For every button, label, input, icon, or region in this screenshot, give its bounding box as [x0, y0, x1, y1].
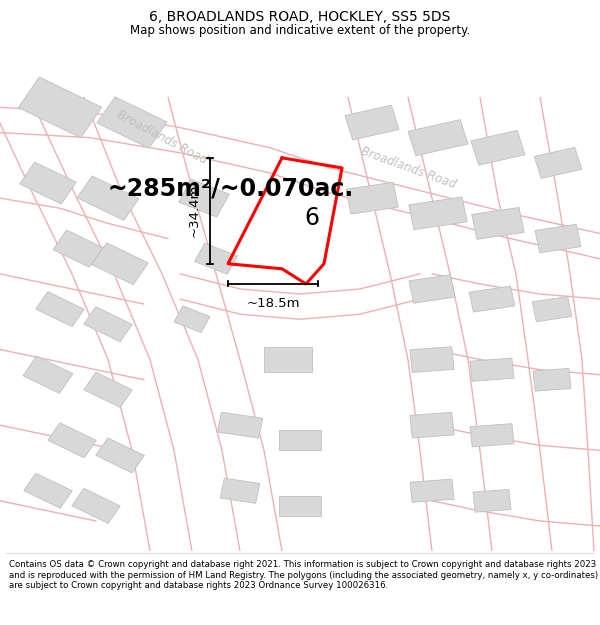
Polygon shape [279, 496, 321, 516]
Polygon shape [470, 358, 514, 381]
Text: ~34.4m: ~34.4m [188, 184, 201, 238]
Polygon shape [532, 297, 572, 322]
Polygon shape [264, 347, 312, 372]
Polygon shape [534, 148, 582, 178]
Polygon shape [217, 412, 263, 438]
Text: Broadlands Road: Broadlands Road [115, 108, 209, 167]
Polygon shape [92, 242, 148, 285]
Polygon shape [72, 488, 120, 523]
Text: Broadlands Road: Broadlands Road [359, 144, 457, 191]
Text: 6, BROADLANDS ROAD, HOCKLEY, SS5 5DS: 6, BROADLANDS ROAD, HOCKLEY, SS5 5DS [149, 10, 451, 24]
Polygon shape [469, 286, 515, 312]
Polygon shape [472, 208, 524, 239]
Polygon shape [473, 489, 511, 512]
Polygon shape [409, 197, 467, 229]
Polygon shape [535, 224, 581, 253]
Polygon shape [533, 368, 571, 391]
Polygon shape [471, 131, 525, 165]
Polygon shape [194, 243, 238, 274]
Polygon shape [36, 292, 84, 327]
Polygon shape [48, 422, 96, 458]
Text: 6: 6 [305, 206, 320, 231]
Polygon shape [84, 307, 132, 342]
Polygon shape [96, 438, 144, 473]
Polygon shape [19, 77, 101, 138]
Polygon shape [23, 356, 73, 393]
Polygon shape [408, 119, 468, 156]
Polygon shape [53, 230, 103, 268]
Polygon shape [409, 275, 455, 303]
Polygon shape [345, 105, 399, 140]
Text: Contains OS data © Crown copyright and database right 2021. This information is : Contains OS data © Crown copyright and d… [9, 560, 598, 590]
Polygon shape [220, 478, 260, 503]
Text: ~285m²/~0.070ac.: ~285m²/~0.070ac. [108, 176, 354, 200]
Polygon shape [346, 182, 398, 214]
Polygon shape [97, 97, 167, 148]
Polygon shape [410, 412, 454, 438]
Polygon shape [77, 176, 139, 221]
Polygon shape [279, 430, 321, 451]
Polygon shape [410, 479, 454, 502]
Polygon shape [20, 162, 76, 204]
Polygon shape [24, 473, 72, 508]
Text: ~18.5m: ~18.5m [246, 296, 300, 309]
Polygon shape [470, 424, 514, 447]
Polygon shape [179, 179, 229, 217]
Polygon shape [174, 306, 210, 332]
Polygon shape [84, 372, 132, 408]
Text: Map shows position and indicative extent of the property.: Map shows position and indicative extent… [130, 24, 470, 36]
Polygon shape [410, 347, 454, 372]
